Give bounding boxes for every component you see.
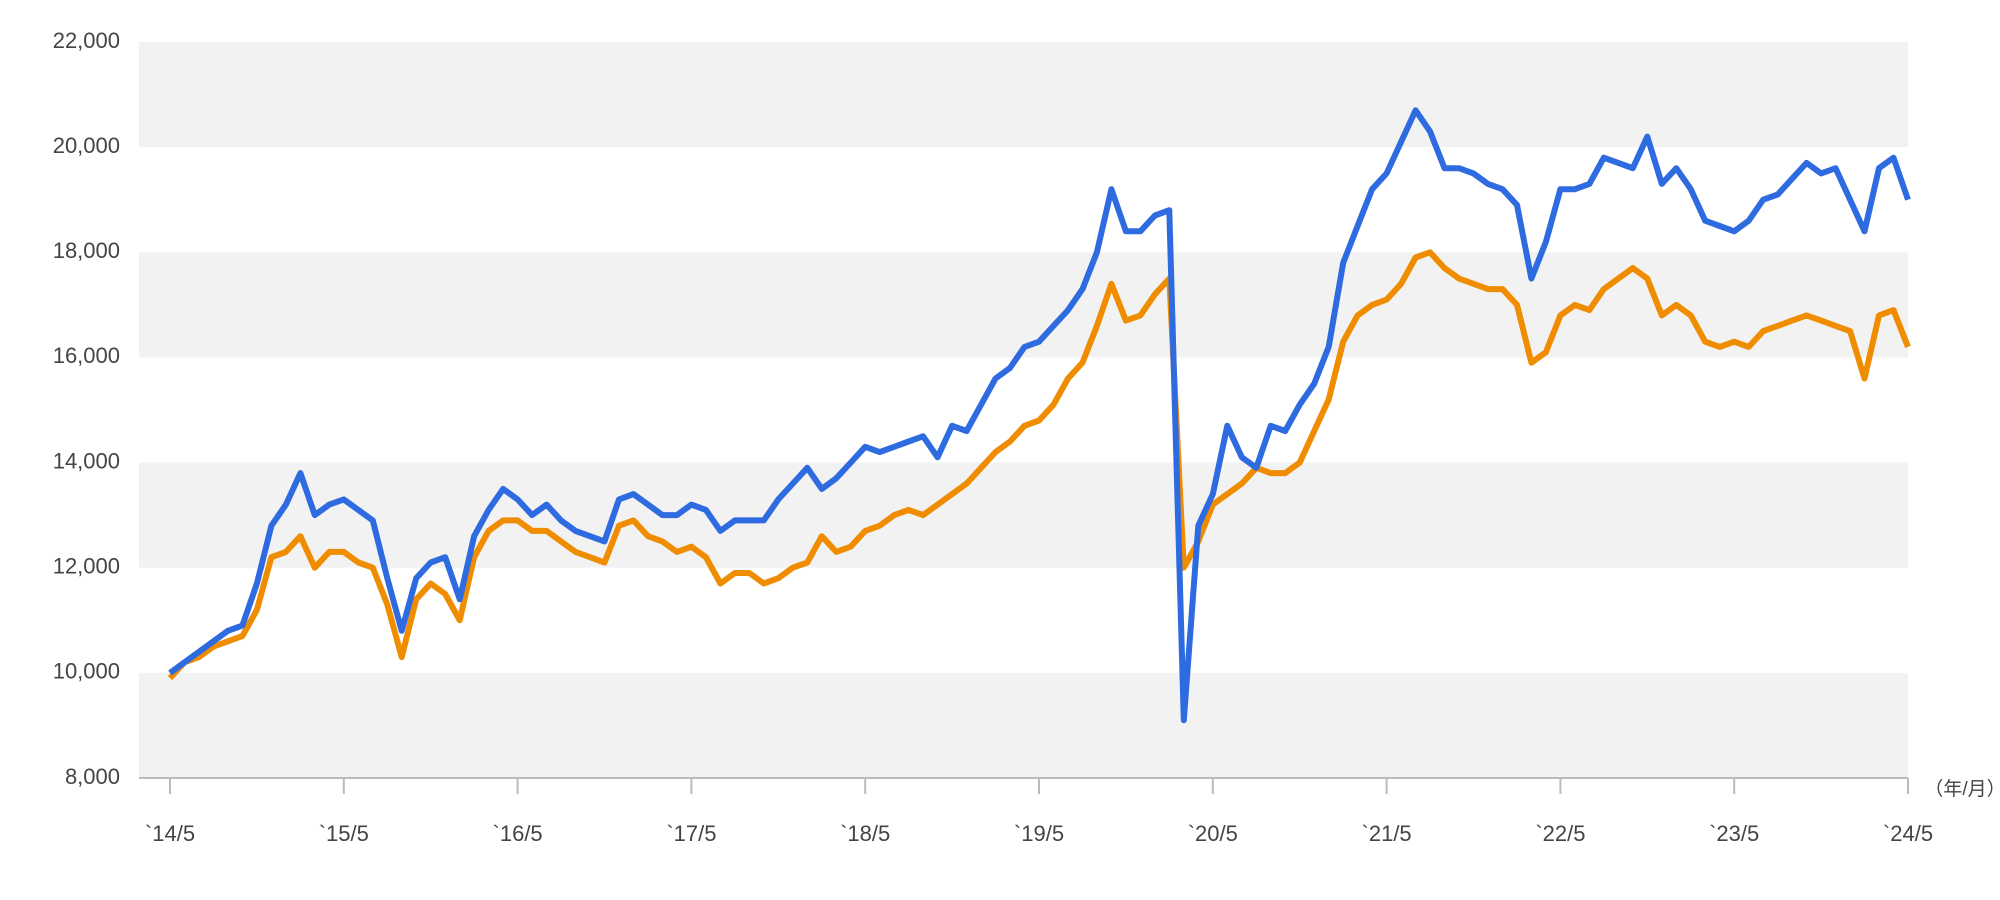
y-tick-label: 22,000 — [53, 28, 120, 53]
x-tick-label: `16/5 — [493, 821, 543, 846]
y-tick-label: 8,000 — [65, 764, 120, 789]
x-tick-label: `20/5 — [1188, 821, 1238, 846]
x-tick-label: `21/5 — [1362, 821, 1412, 846]
x-tick-label: `15/5 — [319, 821, 369, 846]
y-tick-label: 20,000 — [53, 133, 120, 158]
grid-band — [139, 252, 1908, 358]
x-tick-label: `19/5 — [1014, 821, 1064, 846]
x-tick-label: `24/5 — [1883, 821, 1933, 846]
x-tick-label: `22/5 — [1535, 821, 1585, 846]
x-axis-unit: （年/月） — [1924, 778, 2000, 800]
grid-band — [139, 462, 1908, 568]
y-tick-label: 18,000 — [53, 238, 120, 263]
x-tick-label: `23/5 — [1709, 821, 1759, 846]
grid-band — [139, 672, 1908, 778]
series-line — [167, 249, 1911, 681]
y-tick-label: 14,000 — [53, 448, 120, 473]
y-tick-label: 12,000 — [53, 554, 120, 579]
y-tick-label: 10,000 — [53, 659, 120, 684]
x-tick-label: `17/5 — [666, 821, 716, 846]
bands — [139, 42, 1908, 778]
series-line — [168, 107, 1911, 724]
grid-band — [139, 42, 1908, 148]
x-tick-label: `18/5 — [840, 821, 890, 846]
x-tick-label: `14/5 — [145, 821, 195, 846]
y-tick-label: 16,000 — [53, 343, 120, 368]
